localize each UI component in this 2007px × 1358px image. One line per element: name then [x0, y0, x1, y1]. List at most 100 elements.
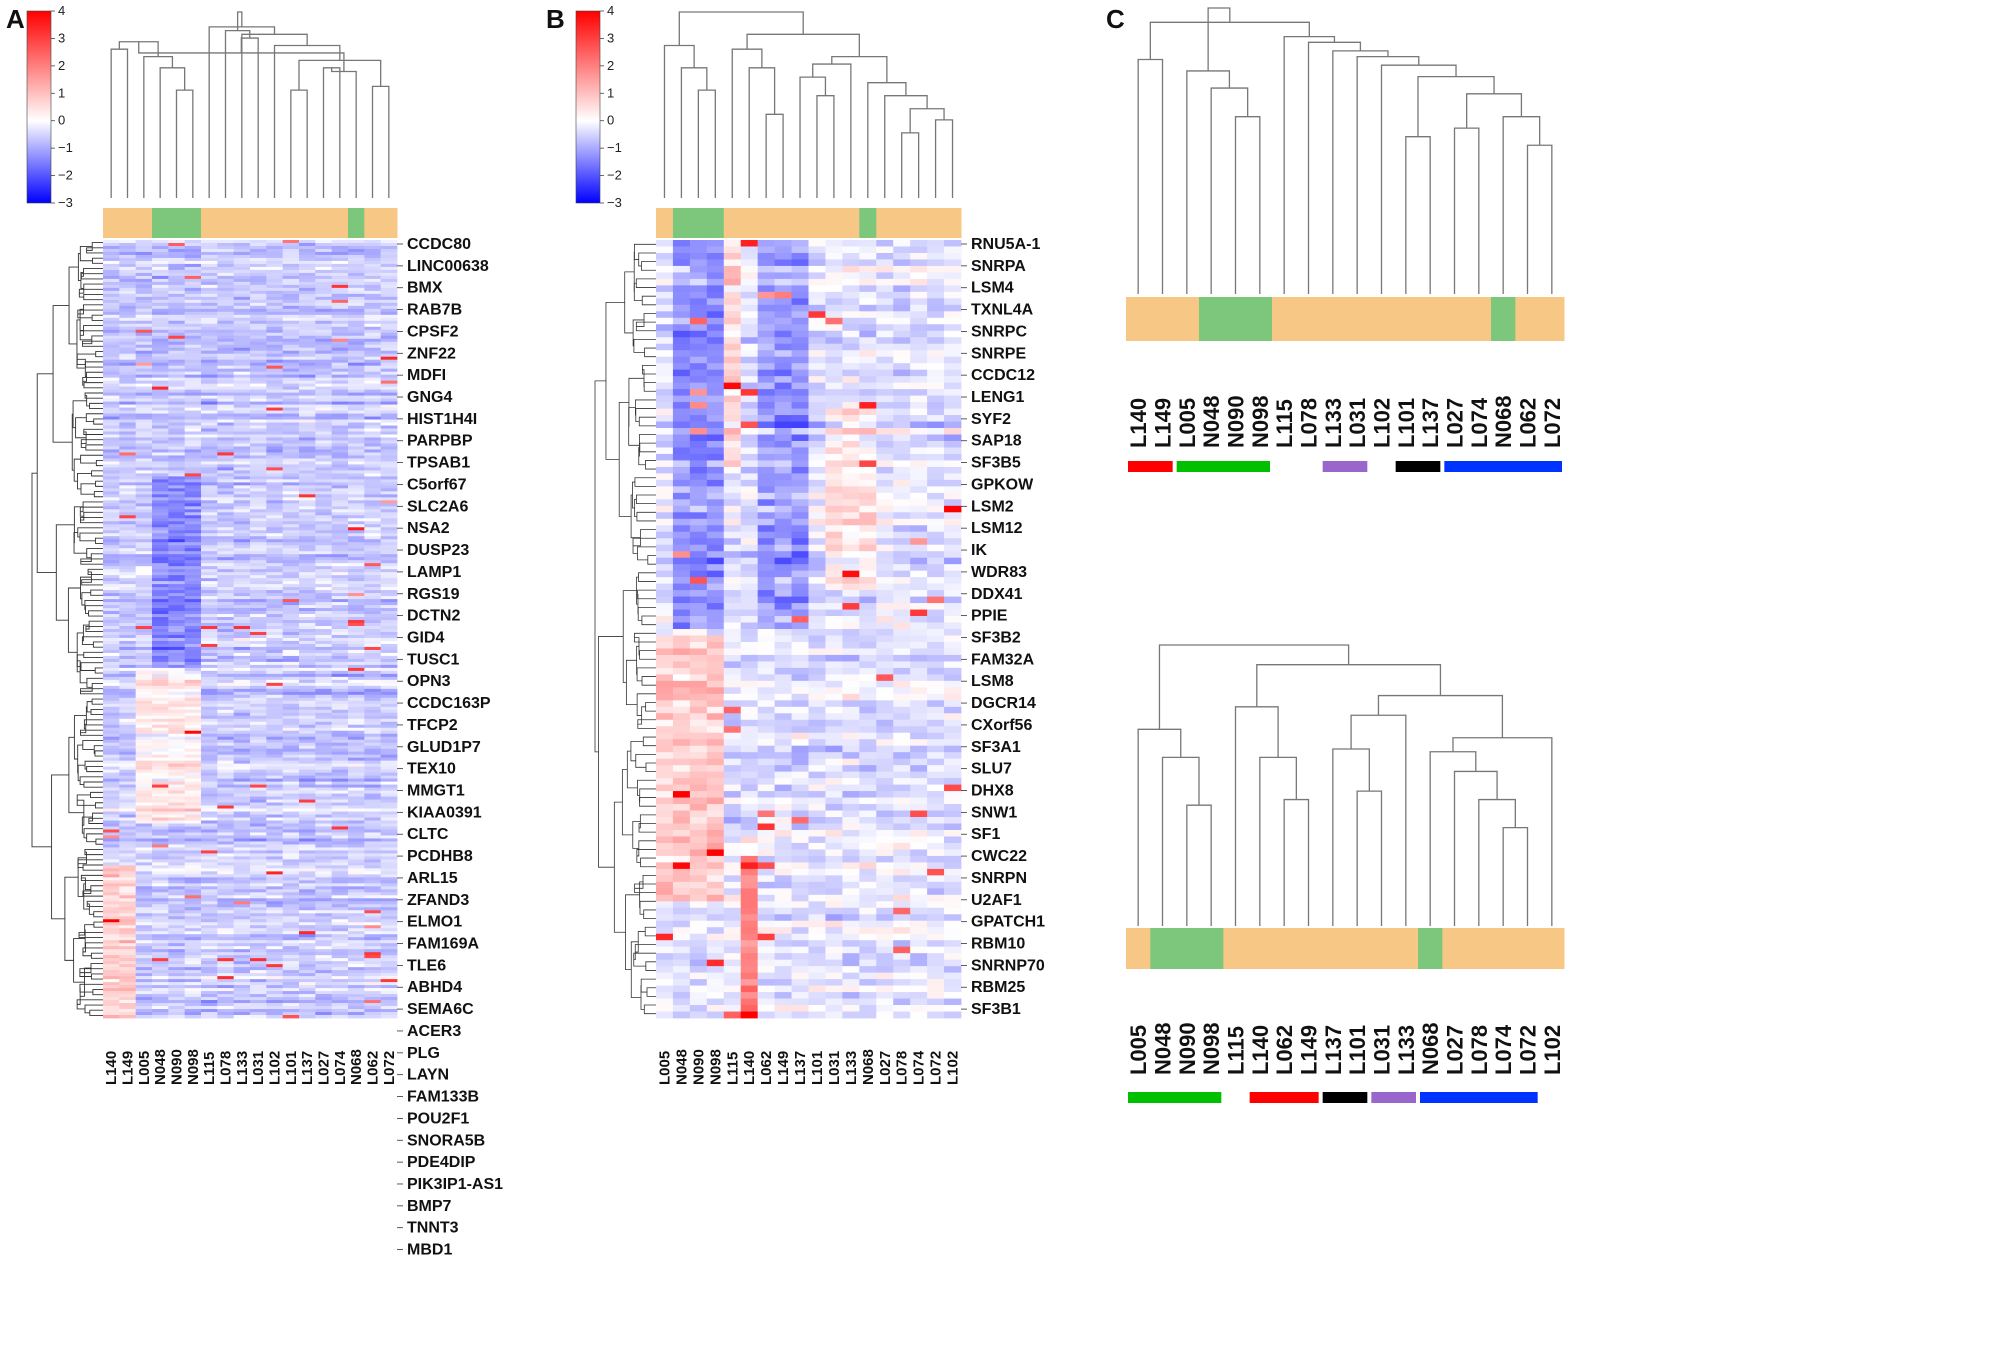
panel-a-heat-cell — [135, 988, 153, 992]
panel-a-heat-cell — [168, 386, 186, 391]
panel-a-heat-cell — [250, 667, 267, 672]
panel-a-heat-cell — [315, 820, 333, 824]
panel-a-heat-cell — [103, 685, 120, 690]
panel-a-heat-cell — [135, 263, 153, 268]
panel-a-heat-cell — [168, 368, 186, 373]
panel-a-heat-cell — [233, 973, 251, 977]
panel-a-heat-cell — [299, 626, 316, 630]
panel-a-heat-cell — [299, 721, 316, 726]
panel-a-heat-cell — [299, 269, 316, 274]
panel-a-heat-cell — [119, 527, 137, 531]
panel-a-heat-cell — [135, 940, 153, 944]
panel-a-heat-cell — [282, 823, 300, 827]
panel-a-heat-cell — [233, 329, 251, 334]
panel-a-heat-cell — [233, 539, 251, 543]
panel-a-heat-cell — [380, 955, 398, 959]
panel-a-heat-cell — [233, 365, 251, 370]
panel-a-heat-cell — [250, 305, 267, 310]
panel-a-heat-cell — [103, 272, 120, 277]
panel-a-heat-cell — [103, 706, 120, 711]
panel-a-heat-cell — [201, 431, 218, 435]
panel-a-heat-cell — [135, 796, 153, 800]
panel-a-heat-cell — [348, 365, 365, 370]
panel-a-heat-cell — [299, 706, 316, 711]
panel-a-heat-cell — [119, 497, 137, 501]
panel-a-heat-cell — [282, 431, 300, 435]
panel-a-heat-cell — [250, 988, 267, 992]
panel-a-heat-cell — [250, 584, 267, 588]
panel-a-heat-cell — [233, 599, 251, 603]
panel-a-heat-cell — [380, 425, 398, 429]
panel-a-heat-cell — [331, 772, 349, 777]
panel-a-heat-cell — [331, 587, 349, 591]
panel-a-heat-cell — [315, 248, 333, 253]
panel-a-heat-cell — [250, 856, 267, 860]
panel-a-heat-cell — [201, 287, 218, 292]
panel-a-heat-cell — [135, 317, 153, 322]
panel-a-heat-cell — [282, 323, 300, 328]
panel-a-heat-cell — [233, 326, 251, 331]
panel-a-heat-cell — [380, 934, 398, 938]
panel-a-heat-cell — [250, 757, 267, 762]
panel-a-heat-cell — [315, 386, 333, 391]
panel-a-heat-cell — [282, 503, 300, 507]
panel-a-heat-cell — [184, 356, 202, 361]
panel-a-heat-cell — [250, 611, 267, 615]
panel-a-gene-label: LINC00638 — [407, 258, 489, 275]
panel-a-heat-cell — [168, 329, 186, 334]
panel-a-heat-cell — [119, 760, 137, 765]
panel-a-heat-cell — [266, 730, 284, 735]
panel-a-heat-cell — [364, 799, 382, 803]
panel-a-heat-cell — [119, 269, 137, 274]
panel-a-heat-cell — [168, 715, 186, 720]
panel-a-heat-cell — [217, 302, 235, 307]
panel-a-heat-cell — [331, 473, 349, 477]
panel-a-heat-cell — [233, 925, 251, 929]
panel-a-heat-cell — [152, 946, 169, 950]
panel-a-group-cell — [299, 208, 316, 238]
panel-a-heat-cell — [380, 569, 398, 573]
panel-a-heat-cell — [119, 296, 137, 301]
panel-a-heat-cell — [201, 581, 218, 585]
panel-a-heat-cell — [348, 904, 365, 908]
panel-a-heat-cell — [315, 608, 333, 612]
panel-a-heat-cell — [315, 434, 333, 438]
panel-a-heat-cell — [315, 470, 333, 474]
panel-a-heat-cell — [380, 404, 398, 408]
panel-a-heat-cell — [217, 317, 235, 322]
panel-a-heat-cell — [168, 335, 186, 340]
panel-a-heat-cell — [250, 434, 267, 438]
panel-a-heat-cell — [103, 658, 120, 663]
panel-a-heat-cell — [103, 766, 120, 771]
panel-a-heat-cell — [250, 676, 267, 681]
panel-a-heat-cell — [119, 829, 137, 833]
panel-a-heat-cell — [299, 658, 316, 663]
panel-a-heat-cell — [282, 946, 300, 950]
panel-a-heat-cell — [348, 386, 365, 391]
panel-a-heat-cell — [168, 494, 186, 498]
panel-a-heat-cell — [168, 892, 186, 896]
panel-a-heat-cell — [250, 437, 267, 441]
panel-a-row-link — [84, 848, 103, 856]
panel-a-heat-cell — [250, 446, 267, 450]
panel-a-row-link — [79, 532, 103, 542]
panel-a-heat-cell — [250, 527, 267, 531]
panel-a-heat-cell — [184, 497, 202, 501]
panel-a-heat-cell — [250, 805, 267, 809]
panel-a-heat-cell — [250, 341, 267, 346]
panel-a-heat-cell — [233, 790, 251, 794]
panel-a-heat-cell — [152, 775, 169, 780]
panel-a-heat-cell — [250, 781, 267, 785]
panel-a-heat-cell — [364, 482, 382, 486]
panel-a-heat-cell — [135, 994, 153, 998]
panel-a-heat-cell — [315, 880, 333, 884]
panel-a-heat-cell — [184, 287, 202, 292]
panel-a-heat-cell — [201, 311, 218, 316]
panel-a-heat-cell — [152, 985, 169, 989]
panel-a-heat-cell — [168, 877, 186, 881]
panel-a-heat-cell — [119, 793, 137, 797]
panel-a-heat-cell — [152, 329, 169, 334]
panel-a-heat-cell — [282, 272, 300, 277]
panel-a-heat-cell — [135, 784, 153, 788]
panel-a-heat-cell — [103, 742, 120, 747]
